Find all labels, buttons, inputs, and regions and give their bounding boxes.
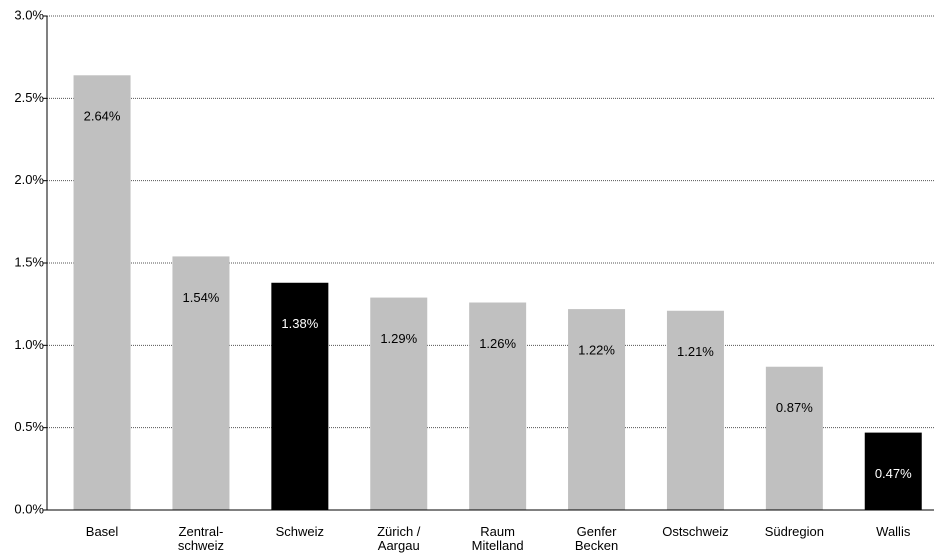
data-label: 1.22%	[578, 343, 615, 358]
x-tick-label: Schweiz	[275, 524, 325, 539]
data-label: 2.64%	[84, 109, 121, 124]
bar	[864, 432, 922, 510]
y-tick-label: 1.5%	[14, 254, 44, 269]
data-label: 1.38%	[281, 316, 318, 331]
x-tick-label: Genfer Becken	[574, 524, 619, 553]
y-tick-label: 1.0%	[14, 337, 44, 352]
x-tick-label: Raum Mitelland	[471, 524, 524, 553]
bar	[666, 310, 724, 510]
y-tick-label: 2.5%	[14, 90, 44, 105]
x-tick-label: Wallis	[876, 524, 911, 539]
y-tick-label: 0.5%	[14, 419, 44, 434]
data-label: 1.21%	[677, 344, 714, 359]
bar	[271, 282, 329, 510]
data-label: 1.26%	[479, 336, 516, 351]
y-tick-label: 2.0%	[14, 172, 44, 187]
bar	[370, 297, 428, 510]
bar	[469, 302, 527, 510]
y-tick-label: 0.0%	[14, 501, 44, 516]
data-label: 0.47%	[875, 466, 912, 481]
bar	[73, 75, 131, 510]
x-tick-label: Zentral- schweiz	[177, 524, 225, 553]
data-label: 1.29%	[380, 331, 417, 346]
x-tick-label: Südregion	[764, 524, 824, 539]
y-tick-label: 3.0%	[14, 7, 44, 22]
bar	[568, 309, 626, 510]
data-label: 0.87%	[776, 400, 813, 415]
data-label: 1.54%	[183, 290, 220, 305]
bar	[765, 366, 823, 510]
x-tick-label: Basel	[85, 524, 119, 539]
bar	[172, 256, 230, 510]
x-tick-label: Ostschweiz	[662, 524, 729, 539]
x-tick-label: Zürich / Aargau	[377, 524, 421, 553]
